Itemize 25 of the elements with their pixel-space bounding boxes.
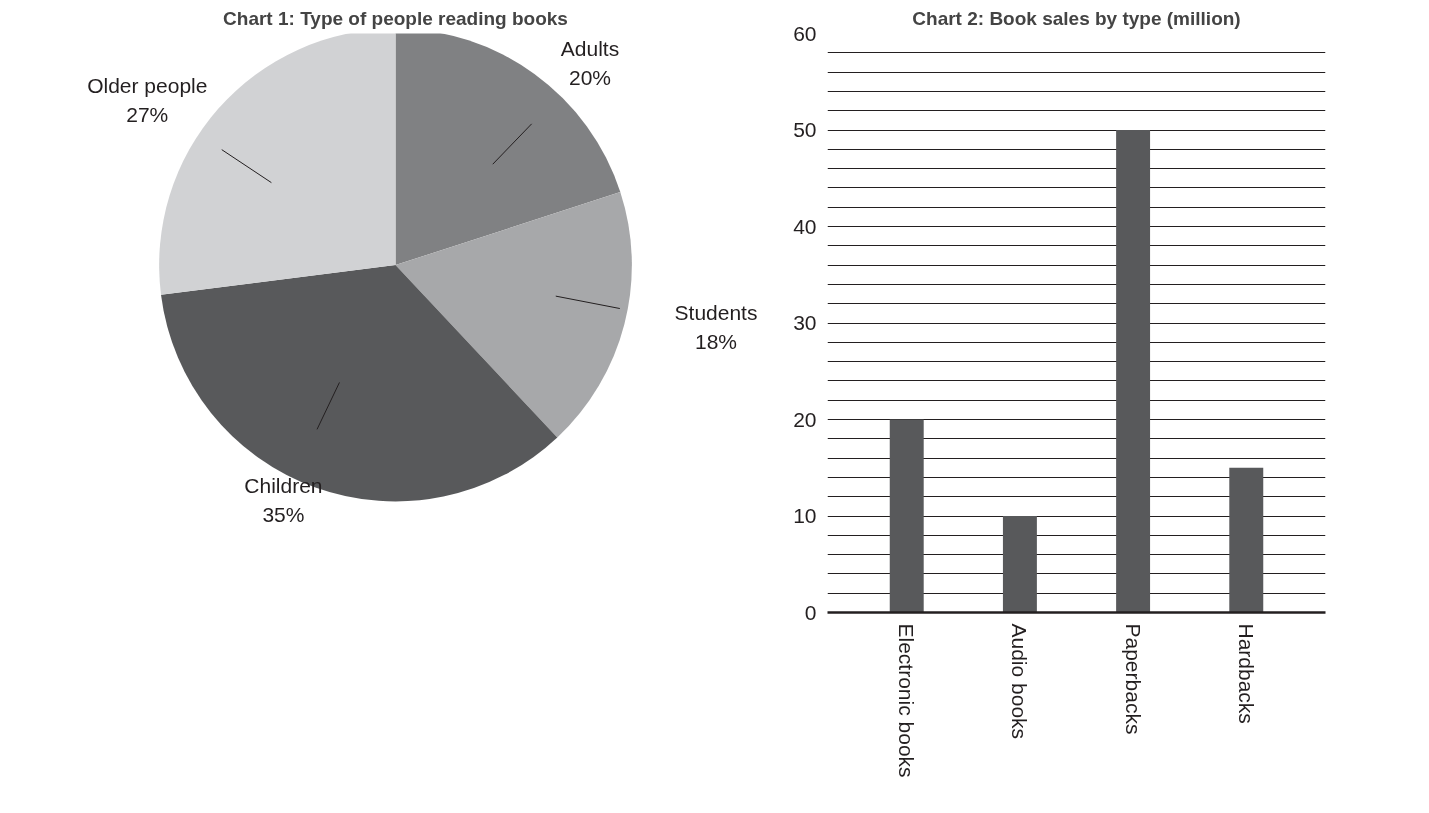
x-tick-label: Electronic books	[895, 623, 919, 778]
bar	[1116, 130, 1151, 613]
chart-title: Chart 1: Type of people reading books	[223, 7, 568, 29]
slice-label: Students	[674, 301, 758, 325]
y-tick-label: 30	[793, 311, 817, 334]
y-tick-label: 20	[793, 407, 817, 431]
y-tick-label: 10	[793, 504, 817, 527]
data-label: 27%	[126, 103, 169, 127]
x-tick-label: Paperbacks	[1121, 623, 1145, 735]
data-label: 20%	[568, 66, 612, 90]
slice-label: Older people	[87, 74, 208, 98]
bar	[1229, 467, 1264, 613]
chart-title: Chart 2: Book sales by type (million)	[912, 7, 1241, 29]
data-label: 35%	[262, 502, 305, 526]
slice-label: Children	[244, 473, 323, 497]
bar	[1002, 516, 1037, 613]
data-label: 18%	[695, 330, 738, 353]
y-tick-label: 40	[793, 214, 817, 238]
y-tick-label: 0	[804, 600, 817, 624]
x-tick-label: Audio books	[1008, 623, 1032, 740]
x-tick-label: Hardbacks	[1234, 623, 1258, 724]
y-tick-label: 60	[793, 21, 817, 45]
y-tick-label: 50	[793, 118, 817, 141]
bar	[889, 419, 924, 613]
slice-label: Adults	[560, 37, 620, 61]
